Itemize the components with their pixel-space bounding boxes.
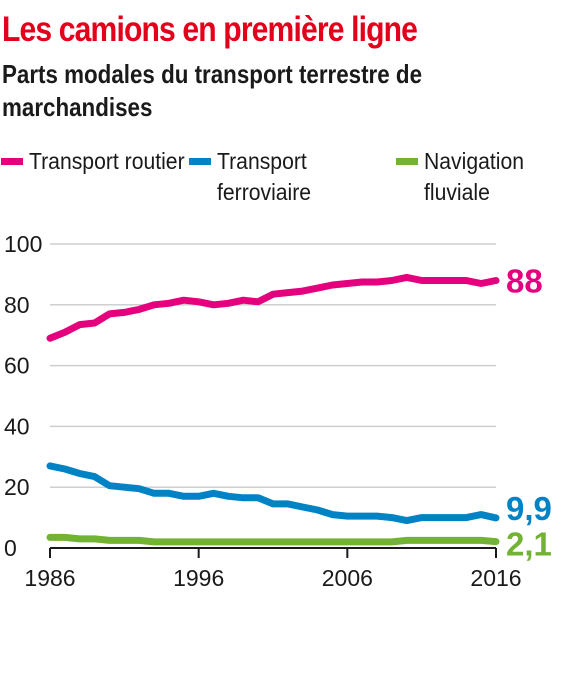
- series-ferroviaire-line: [46, 462, 500, 525]
- y-tick-label: 20: [4, 474, 30, 500]
- series-fluviale-line: [46, 533, 500, 546]
- legend-swatch-ferroviaire: [189, 158, 211, 165]
- y-tick-label: 100: [4, 231, 42, 257]
- y-tick-label: 60: [4, 353, 30, 379]
- x-tick-label: 2006: [322, 565, 373, 591]
- legend-label-routier: Transport routier: [29, 148, 185, 174]
- y-tick-label: 80: [4, 292, 30, 318]
- series-lines: [46, 273, 500, 546]
- legend-swatch-routier: [1, 158, 23, 165]
- x-tick-label: 1986: [24, 565, 75, 591]
- end-labels: 88 9,92,1: [506, 262, 552, 562]
- legend-swatch-fluviale: [396, 158, 418, 165]
- end-label-ferroviaire: 9,9: [506, 490, 552, 527]
- y-tick-label: 0: [4, 535, 17, 561]
- y-axis-ticks: 0 20 40 60 80 100: [4, 231, 42, 561]
- legend-label-ferroviaire: Transport ferroviaire: [217, 148, 312, 205]
- chart-title: Les camions en première ligne: [2, 10, 418, 49]
- y-tick-label: 40: [4, 413, 30, 439]
- chart-subtitle: Parts modales du transport terrestre de …: [2, 59, 423, 122]
- x-tick-label: 2016: [470, 565, 521, 591]
- end-label-fluviale: 2,1: [506, 526, 552, 563]
- end-label-routier: 88: [506, 262, 543, 299]
- legend-item-routier: Transport routier: [1, 146, 204, 177]
- legend-item-fluviale: Navigation fluviale: [396, 146, 581, 208]
- series-routier-line: [46, 273, 500, 342]
- legend-label-fluviale: Navigation fluviale: [424, 148, 524, 205]
- legend-item-ferroviaire: Transport ferroviaire: [189, 146, 392, 208]
- x-tick-label: 1996: [173, 565, 224, 591]
- x-axis-ticks: 1986 1996 2006 2016: [24, 548, 522, 591]
